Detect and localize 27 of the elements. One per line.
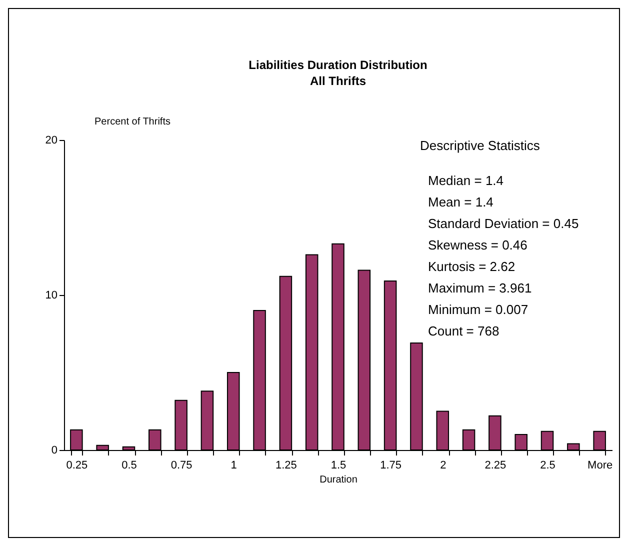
annotation: Descriptive Statistics bbox=[420, 138, 540, 153]
x-tick-label: 0.5 bbox=[122, 460, 137, 472]
x-axis-title: Duration bbox=[320, 474, 358, 486]
annotation: Count = 768 bbox=[428, 324, 500, 338]
annotation: Minimum = 0.007 bbox=[428, 302, 528, 317]
x-tick-label: 1.5 bbox=[330, 460, 346, 472]
y-axis-title: Percent of Thrifts bbox=[94, 116, 170, 128]
x-tick-label: 0.25 bbox=[66, 460, 88, 472]
y-tick-label: 10 bbox=[45, 290, 58, 302]
x-tick-label: 0.75 bbox=[170, 460, 192, 472]
x-tick-label: 2.5 bbox=[540, 460, 556, 472]
y-tick-label: 0 bbox=[51, 444, 58, 456]
y-tick-label: 20 bbox=[45, 134, 58, 146]
annotation: Kurtosis = 2.62 bbox=[428, 259, 516, 274]
annotation: Maximum = 3.961 bbox=[428, 280, 532, 296]
annotation: Skewness = 0.46 bbox=[428, 238, 528, 252]
x-tick-label: 2 bbox=[440, 460, 446, 472]
x-tick-label: More bbox=[588, 460, 613, 472]
x-tick-label: 2.25 bbox=[484, 460, 506, 472]
annotation: Standard Deviation = 0.45 bbox=[428, 216, 579, 231]
x-tick-label: 1.75 bbox=[380, 460, 402, 472]
chart-title: Liabilities Duration Distribution bbox=[248, 58, 428, 72]
annotation: Mean = 1.4 bbox=[428, 194, 494, 210]
x-tick-label: 1.25 bbox=[275, 460, 297, 472]
annotation: Median = 1.4 bbox=[428, 173, 504, 188]
x-tick-label: 1 bbox=[230, 460, 237, 472]
chart-subtitle: All Thrifts bbox=[310, 74, 366, 88]
